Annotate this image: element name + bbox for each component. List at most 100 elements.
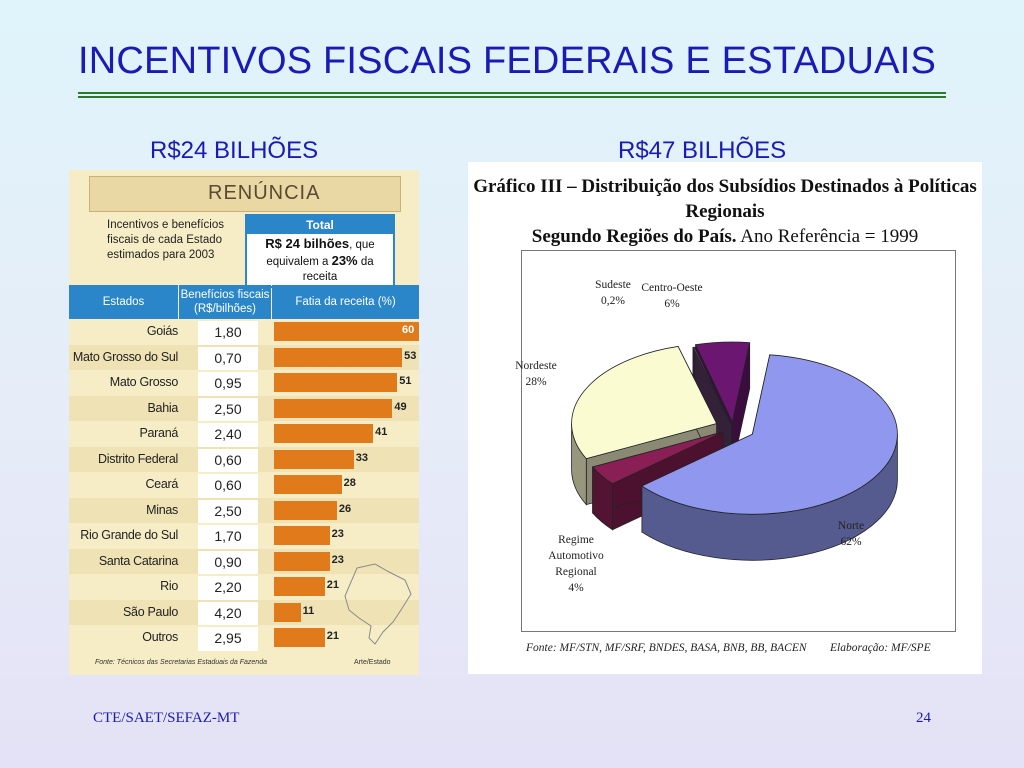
fatia-label: 21: [326, 630, 339, 642]
beneficio-value: 0,70: [198, 346, 258, 370]
pie-label-value: 4%: [568, 582, 584, 594]
beneficio-value: 4,20: [198, 601, 258, 625]
fatia-label: 51: [399, 375, 412, 387]
beneficio-value: 2,95: [198, 627, 258, 651]
fatia-bar: [274, 628, 325, 647]
pie-chart-elaboration: Elaboração: MF/SPE: [830, 642, 931, 654]
state-name: Goiás: [146, 324, 178, 338]
fatia-label: 28: [343, 477, 356, 489]
renuncia-table-panel: RENÚNCIA Incentivos e benefícios fiscais…: [69, 170, 419, 675]
pie-chart-title-line1: Gráfico III – Distribuição dos Subsídios…: [473, 176, 977, 222]
pie-chart-title-normal: Ano Referência = 1999: [736, 226, 919, 247]
beneficio-value: 2,50: [198, 499, 258, 523]
total-text-end: da receita: [302, 256, 374, 283]
column-header-fatia-label: Fatia da receita (%): [295, 296, 396, 308]
fatia-bar: [274, 424, 374, 443]
pie-slice: [692, 346, 732, 425]
state-name: Outros: [142, 630, 178, 644]
fatia-bar: [274, 526, 330, 545]
total-pct: 23%: [331, 253, 358, 268]
beneficio-value: 0,95: [198, 372, 258, 396]
slide-title: INCENTIVOS FISCAIS FEDERAIS E ESTADUAIS: [78, 40, 937, 82]
state-name: Santa Catarina: [98, 553, 178, 568]
state-name: Paraná: [139, 426, 178, 440]
pie-label: Norte 62%: [791, 518, 911, 550]
pie-label-name: Norte: [837, 520, 865, 532]
left-panel-source: Fonte: Técnicos das Secretarias Estaduai…: [95, 659, 267, 666]
fatia-bar: [274, 373, 398, 392]
page-number: 24: [916, 710, 931, 726]
pie-chart-panel: Gráfico III – Distribuição dos Subsídios…: [468, 162, 982, 674]
state-name: São Paulo: [123, 604, 178, 619]
state-name: Ceará: [145, 477, 178, 491]
renuncia-header: RENÚNCIA: [89, 176, 401, 212]
fatia-label: 23: [331, 528, 344, 540]
beneficio-value: 1,80: [198, 321, 258, 345]
fatia-label: 33: [355, 451, 368, 464]
fatia-bar: [274, 449, 354, 469]
title-rule: [78, 96, 946, 98]
fatia-label: 60: [402, 324, 415, 336]
beneficio-value: 1,70: [198, 525, 258, 549]
renuncia-note: Incentivos e benefícios fiscais de cada …: [107, 219, 224, 261]
beneficio-value: 2,20: [198, 576, 258, 600]
column-header-estados-label: Estados: [102, 296, 145, 308]
fatia-bar: [274, 577, 325, 596]
state-name: Rio: [160, 579, 178, 593]
fatia-bar: [274, 322, 419, 341]
pie-label-name: Sudeste: [595, 279, 631, 291]
fatia-bar: [274, 475, 342, 494]
brazil-map-icon: [344, 563, 412, 645]
state-name: Bahia: [147, 400, 179, 415]
total-box-title: Total: [247, 216, 393, 234]
renuncia-header-text: RENÚNCIA: [208, 182, 321, 204]
pie-label-value: 0,2%: [601, 295, 625, 307]
fatia-label: 53: [404, 349, 417, 362]
right-subtitle: R$47 BILHÕES: [618, 137, 787, 164]
pie-label-value: 28%: [525, 376, 547, 388]
pie-slice: [571, 345, 718, 460]
state-name: Mato Grosso do Sul: [72, 349, 178, 364]
pie-label-name: Centro-Oeste: [641, 282, 703, 294]
state-name: Rio Grande do Sul: [80, 528, 178, 542]
pie-label-name: Nordeste: [515, 360, 557, 372]
column-header-fatia: Fatia da receita (%): [272, 285, 419, 319]
pie-plot-frame: [521, 250, 956, 632]
fatia-bar: [274, 398, 393, 418]
pie-label: Sudeste 0,2%: [553, 277, 673, 309]
beneficio-value: 0,60: [198, 448, 258, 472]
fatia-bar: [274, 347, 403, 367]
pie-chart-title-bold: Segundo Regiões do País.: [531, 226, 737, 247]
fatia-label: 23: [331, 553, 344, 566]
pie-chart: [571, 341, 898, 561]
state-name: Mato Grosso: [109, 375, 179, 389]
beneficio-value: 2,40: [198, 423, 258, 447]
total-value: R$ 24 bilhões: [265, 236, 350, 251]
state-name: Distrito Federal: [98, 451, 178, 466]
pie-chart-title: Gráfico III – Distribuição dos Subsídios…: [468, 174, 982, 249]
title-rule: [78, 92, 946, 94]
pie-slice: [694, 341, 751, 424]
pie-label-value: 6%: [664, 298, 680, 310]
beneficio-value: 0,90: [198, 550, 258, 574]
fatia-label: 41: [375, 426, 388, 438]
fatia-bar: [274, 551, 330, 571]
fatia-bar: [274, 602, 301, 622]
fatia-label: 21: [326, 579, 339, 591]
left-panel-credit: Arte/Estado: [354, 659, 391, 666]
fatia-label: 11: [302, 604, 315, 617]
pie-slice: [641, 354, 898, 515]
fatia-label: 26: [338, 502, 352, 515]
pie-label: Centro-Oeste 6%: [612, 280, 732, 312]
column-header-beneficios: Benefícios fiscais (R$/bilhões): [179, 285, 271, 319]
beneficio-value: 0,60: [198, 474, 258, 498]
total-box: Total R$ 24 bilhões, que equivalem a 23%…: [245, 214, 395, 288]
footer-left: CTE/SAET/SEFAZ-MT: [93, 710, 240, 726]
column-header-beneficios-label: Benefícios fiscais (R$/bilhões): [180, 289, 270, 315]
total-text-mid: , que equivalem a: [266, 239, 375, 268]
pie-label-value: 62%: [840, 536, 862, 548]
beneficio-value: 2,50: [198, 397, 258, 421]
pie-label: Nordeste 28%: [476, 358, 596, 390]
pie-label-name: Regime Automotivo Regional: [548, 534, 604, 578]
pie-slice: [591, 431, 724, 485]
